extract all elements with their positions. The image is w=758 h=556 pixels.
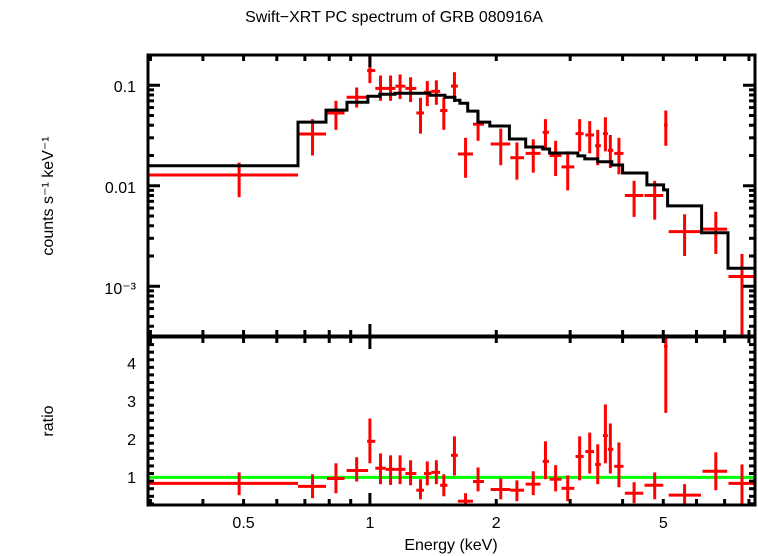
ratio-panel: 1 2 3 4 ratio 0.5 1 2 5 Energy (keV) [40,335,757,554]
ratio-point [644,472,664,500]
data-point [602,117,608,152]
data-point [561,151,575,191]
ratio-point [472,467,485,492]
ratio-y-tick-label-3: 3 [127,394,136,411]
ratio-point [423,461,432,486]
ratio-point [624,482,644,504]
ratio-point [525,471,541,496]
ratio-point [575,436,584,481]
model-line [148,91,755,270]
y-tick-label-1e-3: 10⁻³ [104,281,136,298]
spectrum-panel: 0.1 0.01 10⁻³ counts s⁻¹ keV⁻¹ [40,53,757,338]
data-point [326,100,345,130]
data-point [575,119,584,152]
ratio-point [510,480,525,502]
x-tick-label: 0.5 [232,515,254,532]
ratio-data-series [148,337,755,505]
x-tick-label: 2 [492,515,501,532]
ratio-point [297,474,327,499]
ratio-point [702,452,728,491]
data-point [346,87,369,108]
chart-title: Swift−XRT PC spectrum of GRB 080916A [245,9,543,26]
data-point [624,180,644,217]
ratio-point [549,465,562,492]
ratio-point [614,442,624,488]
ratio-point [375,453,386,485]
data-point [614,137,624,175]
ratio-point [457,493,473,505]
data-point [644,180,664,220]
data-point [510,142,525,180]
ratio-point [385,455,396,485]
y-tick-label-0.1: 0.1 [114,79,136,96]
y-tick-label-1e-3-text: 10⁻³ [104,281,136,298]
ratio-y-tick-label-1: 1 [127,470,136,487]
model-step-line [148,91,755,270]
ratio-point [326,463,345,494]
data-point [585,121,595,154]
ratio-point [490,478,511,500]
data-point [549,140,562,177]
ratio-point [346,457,369,482]
data-point [395,74,406,99]
data-point [297,119,327,156]
ratio-y-axis-label: ratio [40,405,57,436]
ratio-point [450,436,458,476]
ratio-point [405,460,417,486]
ratio-point [585,432,595,474]
ratio-point [440,474,448,497]
ratio-point [595,444,601,485]
ratio-point [431,460,441,485]
x-tick-label: 1 [365,515,374,532]
ratio-plot-frame [146,335,757,507]
data-point [416,97,424,134]
ratio-point [542,441,549,480]
data-point [148,162,298,198]
x-tick-label: 5 [659,515,668,532]
ratio-point [602,404,608,464]
data-point [440,97,448,130]
data-point [668,214,702,257]
ratio-point [728,464,755,505]
data-point [525,139,541,173]
data-point [405,77,417,103]
data-point [490,128,511,166]
data-point [457,137,473,178]
ratio-point [664,337,668,413]
x-tick-labels: 0.5 1 2 5 [232,515,667,532]
ratio-point [395,455,406,485]
data-point [385,75,396,101]
x-axis-label: Energy (keV) [404,537,497,554]
spectrum-y-axis-label: counts s⁻¹ keV⁻¹ [40,136,57,255]
data-point [431,80,441,105]
data-point [664,110,668,146]
data-point [542,119,549,150]
ratio-point [416,479,424,500]
ratio-y-tick-label-4: 4 [127,356,136,373]
ratio-y-tick-label-2: 2 [127,432,136,449]
ratio-point [668,484,702,505]
ratio-point [367,418,376,464]
ratio-point [607,423,614,474]
ratio-point [148,472,298,496]
ratio-point [561,475,575,502]
y-tick-label-0.01: 0.01 [105,180,136,197]
